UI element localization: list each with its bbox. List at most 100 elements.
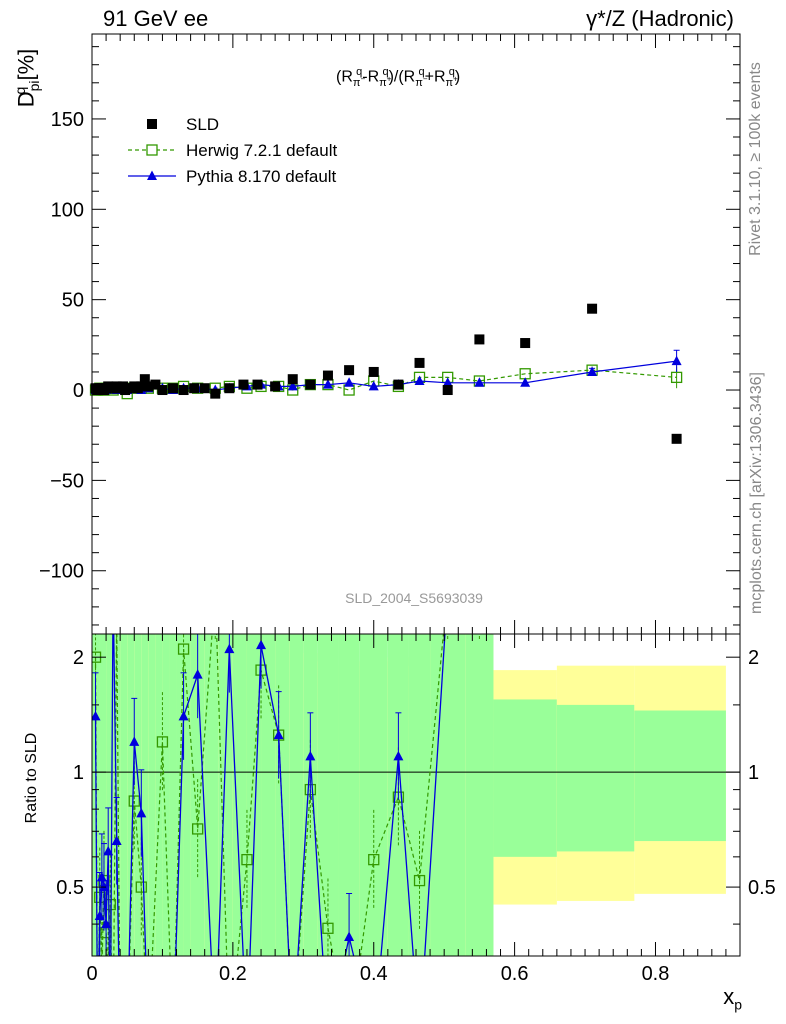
pythia-ratio-point bbox=[256, 639, 267, 650]
green-band-bin bbox=[155, 634, 163, 956]
sld-data-point bbox=[322, 370, 333, 381]
sld-data-point bbox=[287, 374, 298, 385]
sld-data-point bbox=[671, 433, 682, 444]
sld-data-point bbox=[368, 366, 379, 377]
sld-data-point bbox=[168, 383, 178, 394]
sld-data-point bbox=[474, 334, 485, 345]
x-tick-label: 0.4 bbox=[360, 963, 388, 985]
sld-data-point bbox=[157, 385, 168, 396]
pythia-ratio-point bbox=[192, 669, 203, 679]
pythia-ratio-point bbox=[393, 750, 404, 761]
pythia-ratio-point bbox=[305, 750, 316, 761]
pythia-main-point bbox=[368, 380, 379, 391]
herwig-ratio-point bbox=[135, 881, 147, 893]
herwig-ratio-point bbox=[241, 853, 253, 866]
ratio-y-tick-label-right: 0.5 bbox=[748, 877, 776, 899]
main-panel-series bbox=[89, 303, 683, 444]
green-band-bin bbox=[232, 634, 247, 956]
ratio-y-tick-label: 1 bbox=[73, 762, 84, 784]
herwig-ratio-point bbox=[443, 585, 453, 595]
sld-data-point bbox=[520, 338, 531, 349]
herwig-ratio-point bbox=[210, 585, 220, 595]
green-band-bin bbox=[289, 634, 304, 956]
green-band-bin bbox=[246, 634, 262, 956]
sld-data-point bbox=[136, 381, 147, 392]
sld-data-point bbox=[139, 374, 150, 385]
sld-data-point bbox=[178, 385, 189, 396]
sld-data-point bbox=[189, 383, 200, 394]
green-band-bin bbox=[127, 634, 135, 956]
herwig-ratio-point bbox=[474, 585, 484, 595]
herwig-ratio-point bbox=[322, 922, 334, 934]
green-band-bin bbox=[493, 699, 557, 857]
pythia-ratio-point bbox=[224, 643, 235, 654]
green-band-bin bbox=[556, 704, 635, 852]
analysis-watermark: SLD_2004_S5693039 bbox=[345, 590, 483, 606]
herwig-ratio-point bbox=[192, 823, 204, 835]
herwig-ratio-line bbox=[94, 634, 445, 956]
legend-sld-marker bbox=[147, 119, 157, 129]
green-band-bin bbox=[430, 634, 466, 956]
main-y-tick-label: 100 bbox=[51, 199, 84, 221]
legend-pythia-marker bbox=[147, 170, 157, 180]
main-y-tick-label: −100 bbox=[39, 561, 84, 583]
legend: SLD Herwig 7.2.1 default Pythia 8.170 defa… bbox=[128, 115, 337, 186]
green-band-bin bbox=[338, 634, 360, 956]
x-tick-label: 0.6 bbox=[501, 963, 529, 985]
green-band-bin bbox=[162, 634, 170, 956]
pythia-main-point bbox=[414, 375, 425, 385]
green-band-bin bbox=[134, 634, 142, 956]
herwig-main-point bbox=[670, 371, 683, 384]
green-band-bin bbox=[120, 634, 128, 956]
pythia-ratio-point bbox=[92, 710, 101, 721]
herwig-ratio-point bbox=[97, 967, 107, 977]
ratio-clipped-group bbox=[92, 584, 740, 977]
header-left-label: 91 GeV ee bbox=[103, 6, 209, 31]
main-y-tick-label: 50 bbox=[62, 290, 84, 312]
pythia-main-point bbox=[587, 366, 598, 376]
green-band-bin bbox=[183, 634, 191, 956]
pythia-main-point bbox=[287, 380, 298, 391]
legend-label: SLD bbox=[186, 115, 219, 134]
x-tick-label: 0.2 bbox=[219, 963, 247, 985]
green-band-bin bbox=[634, 710, 726, 842]
legend-herwig-marker bbox=[146, 144, 158, 156]
legend-label: Herwig 7.2.1 default bbox=[186, 141, 337, 160]
pythia-ratio-point bbox=[443, 584, 453, 594]
main-y-tick-label: 150 bbox=[51, 109, 84, 131]
sld-data-point bbox=[414, 357, 425, 368]
ratio-y-tick-label: 2 bbox=[73, 647, 84, 669]
sld-data-point bbox=[270, 381, 281, 392]
pythia-ratio-point bbox=[344, 931, 355, 942]
pythia-ratio-point bbox=[111, 835, 122, 846]
ratio-uncertainty-bands bbox=[92, 634, 726, 956]
green-band-bin bbox=[465, 634, 494, 956]
pythia-ratio-point bbox=[474, 584, 484, 594]
ratio-y-tick-label: 0.5 bbox=[56, 877, 84, 899]
sld-data-point bbox=[442, 385, 453, 396]
observable-annotation: (Rπ−q-Rπ+q)/(Rπ−q+Rπ+q) bbox=[336, 66, 461, 89]
sld-data-point bbox=[210, 388, 221, 399]
main-y-tick-label: 0 bbox=[73, 380, 84, 402]
sld-data-point bbox=[252, 379, 263, 390]
herwig-ratio-point bbox=[368, 853, 380, 866]
sld-data-point bbox=[199, 383, 210, 394]
sld-data-point bbox=[305, 379, 316, 390]
pythia-ratio-point bbox=[108, 584, 118, 594]
green-band-bin bbox=[261, 634, 276, 956]
axes-frames: −100 −50 0 50 100 150 0 0.2 0.4 0.6 0.8 0.5 0.5 1 1 2 2 bbox=[39, 33, 776, 985]
herwig-ratio-point bbox=[112, 615, 122, 625]
sld-data-point bbox=[587, 303, 598, 314]
ratio-y-tick-label-right: 2 bbox=[748, 647, 759, 669]
ratio-panel-series bbox=[92, 584, 740, 977]
herwig-ratio-point bbox=[103, 967, 113, 977]
pythia-ratio-point bbox=[136, 807, 147, 818]
pythia-main-point bbox=[474, 377, 485, 387]
x-axis-label: xp bbox=[723, 984, 742, 1013]
header-right-label: γ*/Z (Hadronic) bbox=[586, 6, 734, 31]
herwig-ratio-point bbox=[413, 874, 426, 887]
herwig-ratio-point bbox=[128, 795, 140, 807]
green-band-bin bbox=[317, 634, 339, 956]
sld-data-point bbox=[344, 365, 355, 376]
